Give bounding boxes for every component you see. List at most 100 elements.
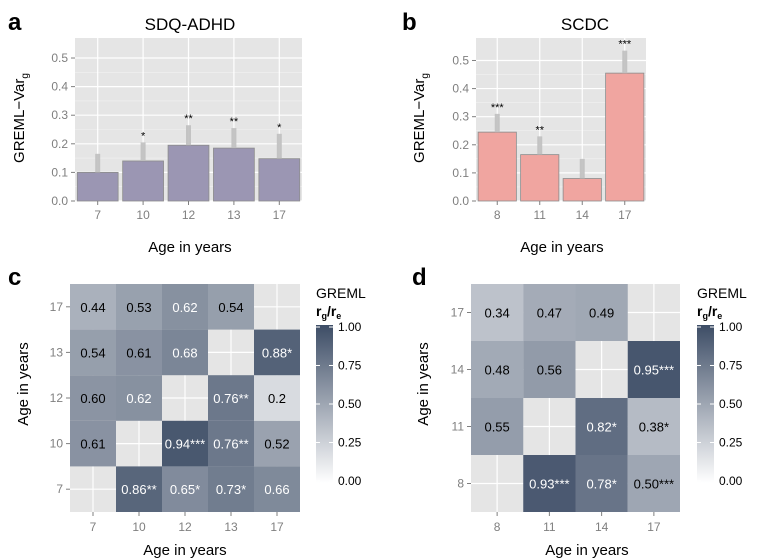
chart-a-significance-label: *: [141, 130, 146, 142]
chart-c-ytick-label: 10: [50, 437, 64, 451]
chart-b-ytick-label: 0.1: [452, 166, 469, 180]
chart-d-cell: [471, 398, 524, 455]
chart-d-cell: [575, 398, 628, 455]
legend-d-colorbar: [697, 325, 714, 483]
chart-c-ytick-label: 7: [56, 482, 63, 496]
chart-d-xtick-label: 17: [647, 520, 661, 534]
legend-c-tick-label: 0.50: [338, 397, 362, 411]
chart-b-xtick-label: 11: [534, 208, 547, 222]
chart-b-bar: 0.0 0.1 0.2 0.3 0.4 0.5 *** 8 ** 11 14 *** 17: [452, 38, 646, 222]
chart-b-error-bar: [494, 113, 500, 133]
chart-c-ytick-label: 12: [50, 391, 64, 405]
chart-c-cell-label: 0.61: [80, 437, 105, 452]
chart-d-cell: [523, 284, 576, 341]
chart-a-bar: 0.0 0.1 0.2 0.3 0.4 0.5 7 * 10 ** 12 ** 13 * 17: [51, 38, 302, 222]
legend-c-tick-label: 1.00: [338, 320, 362, 334]
chart-c-ytick-label: 13: [50, 345, 64, 359]
chart-b-significance-label: ***: [618, 39, 632, 51]
chart-c-cell: [162, 329, 208, 376]
chart-d-cell: [627, 398, 680, 455]
chart-b-error-bar: [622, 50, 628, 74]
chart-c-cell-label: 0.62: [172, 300, 197, 315]
legend-d: GREML rg/re 1.00 0.75 0.50 0.25 0.00: [697, 285, 747, 488]
chart-c-ylabel: Age in years: [15, 342, 32, 425]
legend-c-tick-label: 0.75: [338, 359, 362, 373]
chart-a-ytick-label: 0.3: [51, 108, 68, 122]
chart-c-cell: [208, 284, 254, 330]
chart-c-cell-label: 0.60: [80, 391, 105, 406]
chart-a-bar: [167, 144, 210, 202]
chart-c-cell-label: 0.54: [80, 345, 105, 360]
chart-c-heatmap: 0.61 0.60 0.54 0.44 0.86** 0.62 0.61 0.53 0.65* 0…: [50, 284, 300, 534]
chart-a-xtick-label: 12: [182, 208, 196, 222]
chart-d-cell-label: 0.78*: [586, 477, 616, 492]
chart-d-cell-label: 0.82*: [586, 420, 616, 435]
chart-c-xtick-label: 13: [224, 520, 238, 534]
legend-c: GREML rg/re 1.00 0.75 0.50 0.25 0.00: [316, 285, 366, 488]
chart-d-cell: [627, 455, 680, 512]
chart-c-cell-label: 0.53: [126, 300, 151, 315]
chart-d-ytick-label: 8: [457, 477, 464, 491]
chart-d-cell-label: 0.93***: [529, 477, 569, 492]
chart-d-cell-label: 0.95***: [634, 363, 674, 378]
chart-a-xtick-label: 10: [136, 208, 150, 222]
chart-d-cell: [523, 455, 576, 512]
chart-b-xtick-label: 14: [576, 208, 590, 222]
chart-d-cell: [575, 455, 628, 512]
chart-c-cell-label: 0.76**: [213, 437, 248, 452]
chart-b-ytick-label: 0.0: [452, 194, 469, 208]
chart-b-bar: [520, 154, 560, 202]
chart-b-xlabel: Age in years: [520, 239, 603, 256]
legend-c-tick-label: 0.25: [338, 436, 362, 450]
chart-b-xtick-label: 17: [618, 208, 632, 222]
chart-d-ytick-label: 17: [451, 306, 465, 320]
chart-c-cell: [208, 375, 254, 421]
chart-a-ytick-label: 0.5: [51, 51, 68, 65]
legend-c-tick-label: 0.00: [338, 474, 362, 488]
chart-c-cell-label: 0.73*: [216, 482, 246, 497]
legend-d-tick-label: 0.50: [719, 397, 743, 411]
chart-c-cell: [162, 420, 208, 467]
chart-a-bar: [213, 147, 255, 202]
chart-b-xtick-label: 8: [494, 208, 501, 222]
chart-c-cell: [254, 466, 300, 512]
chart-c-cell-label: 0.66: [264, 482, 289, 497]
chart-d-xtick-label: 11: [543, 520, 556, 534]
chart-b-error-bar: [579, 158, 585, 179]
chart-a-error-bar: [186, 125, 191, 146]
chart-b-significance-label: **: [535, 124, 544, 136]
chart-a-significance-label: *: [277, 122, 282, 134]
chart-b-ytick-label: 0.3: [452, 110, 469, 124]
chart-c-cell-label: 0.44: [80, 300, 105, 315]
chart-c-cell: [254, 375, 300, 421]
chart-d-ytick-label: 11: [452, 420, 465, 434]
chart-a-bar: [258, 158, 301, 202]
chart-d-xtick-label: 14: [595, 520, 609, 534]
chart-c-xlabel: Age in years: [143, 542, 226, 559]
legend-d-subtitle: rg/re: [697, 303, 722, 321]
legend-d-tick-label: 0.25: [719, 436, 743, 450]
chart-d-cell: [523, 341, 576, 398]
chart-d-cell-label: 0.34: [484, 306, 509, 321]
chart-b-ytick-label: 0.5: [452, 53, 469, 67]
chart-a-xlabel: Age in years: [148, 239, 231, 256]
chart-a-xtick-label: 7: [94, 208, 101, 222]
chart-c-cell: [70, 420, 116, 467]
legend-d-tick-label: 0.00: [719, 474, 743, 488]
chart-a-ytick-label: 0.1: [51, 165, 68, 179]
chart-c-cell-label: 0.52: [264, 437, 289, 452]
panel-letter-c: c: [8, 264, 21, 291]
chart-a-ytick-label: 0.4: [51, 80, 68, 94]
chart-a-significance-label: **: [184, 113, 193, 125]
legend-d-tick-label: 0.75: [719, 359, 743, 373]
chart-c-cell-label: 0.94***: [165, 437, 205, 452]
chart-b-bar: [477, 131, 517, 202]
chart-a-error-bar: [140, 142, 146, 161]
chart-d-xlabel: Age in years: [545, 542, 628, 559]
chart-c-cell: [116, 375, 162, 421]
chart-c-cell: [70, 375, 116, 421]
chart-c-ytick-label: 17: [50, 300, 64, 314]
chart-b-bar: [562, 178, 602, 202]
chart-d-cell-label: 0.56: [537, 363, 562, 378]
chart-d-cell-label: 0.48: [484, 363, 509, 378]
